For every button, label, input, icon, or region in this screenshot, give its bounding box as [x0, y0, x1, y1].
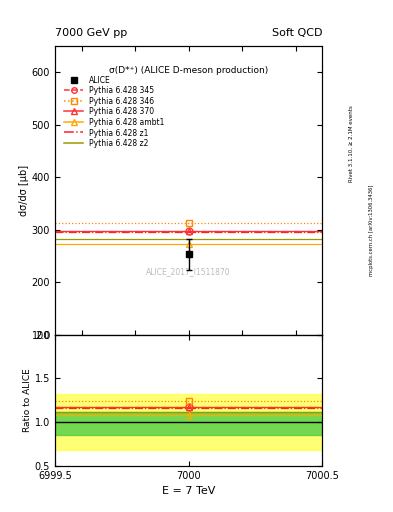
Legend: ALICE, Pythia 6.428 345, Pythia 6.428 346, Pythia 6.428 370, Pythia 6.428 ambt1,: ALICE, Pythia 6.428 345, Pythia 6.428 34… [64, 76, 165, 148]
Bar [55, 394, 322, 450]
Y-axis label: dσ/dσ [μb]: dσ/dσ [μb] [19, 165, 29, 216]
Text: σ(D*⁺) (ALICE D-meson production): σ(D*⁺) (ALICE D-meson production) [109, 66, 268, 75]
Text: Soft QCD: Soft QCD [272, 28, 322, 38]
Text: 7000 GeV pp: 7000 GeV pp [55, 28, 127, 38]
Text: ALICE_2017_I1511870: ALICE_2017_I1511870 [146, 267, 231, 276]
X-axis label: E = 7 TeV: E = 7 TeV [162, 486, 215, 496]
Text: mcplots.cern.ch [arXiv:1306.3436]: mcplots.cern.ch [arXiv:1306.3436] [369, 185, 374, 276]
Bar [55, 412, 322, 435]
Y-axis label: Ratio to ALICE: Ratio to ALICE [23, 369, 32, 432]
Text: Rivet 3.1.10, ≥ 2.1M events: Rivet 3.1.10, ≥ 2.1M events [349, 105, 354, 182]
